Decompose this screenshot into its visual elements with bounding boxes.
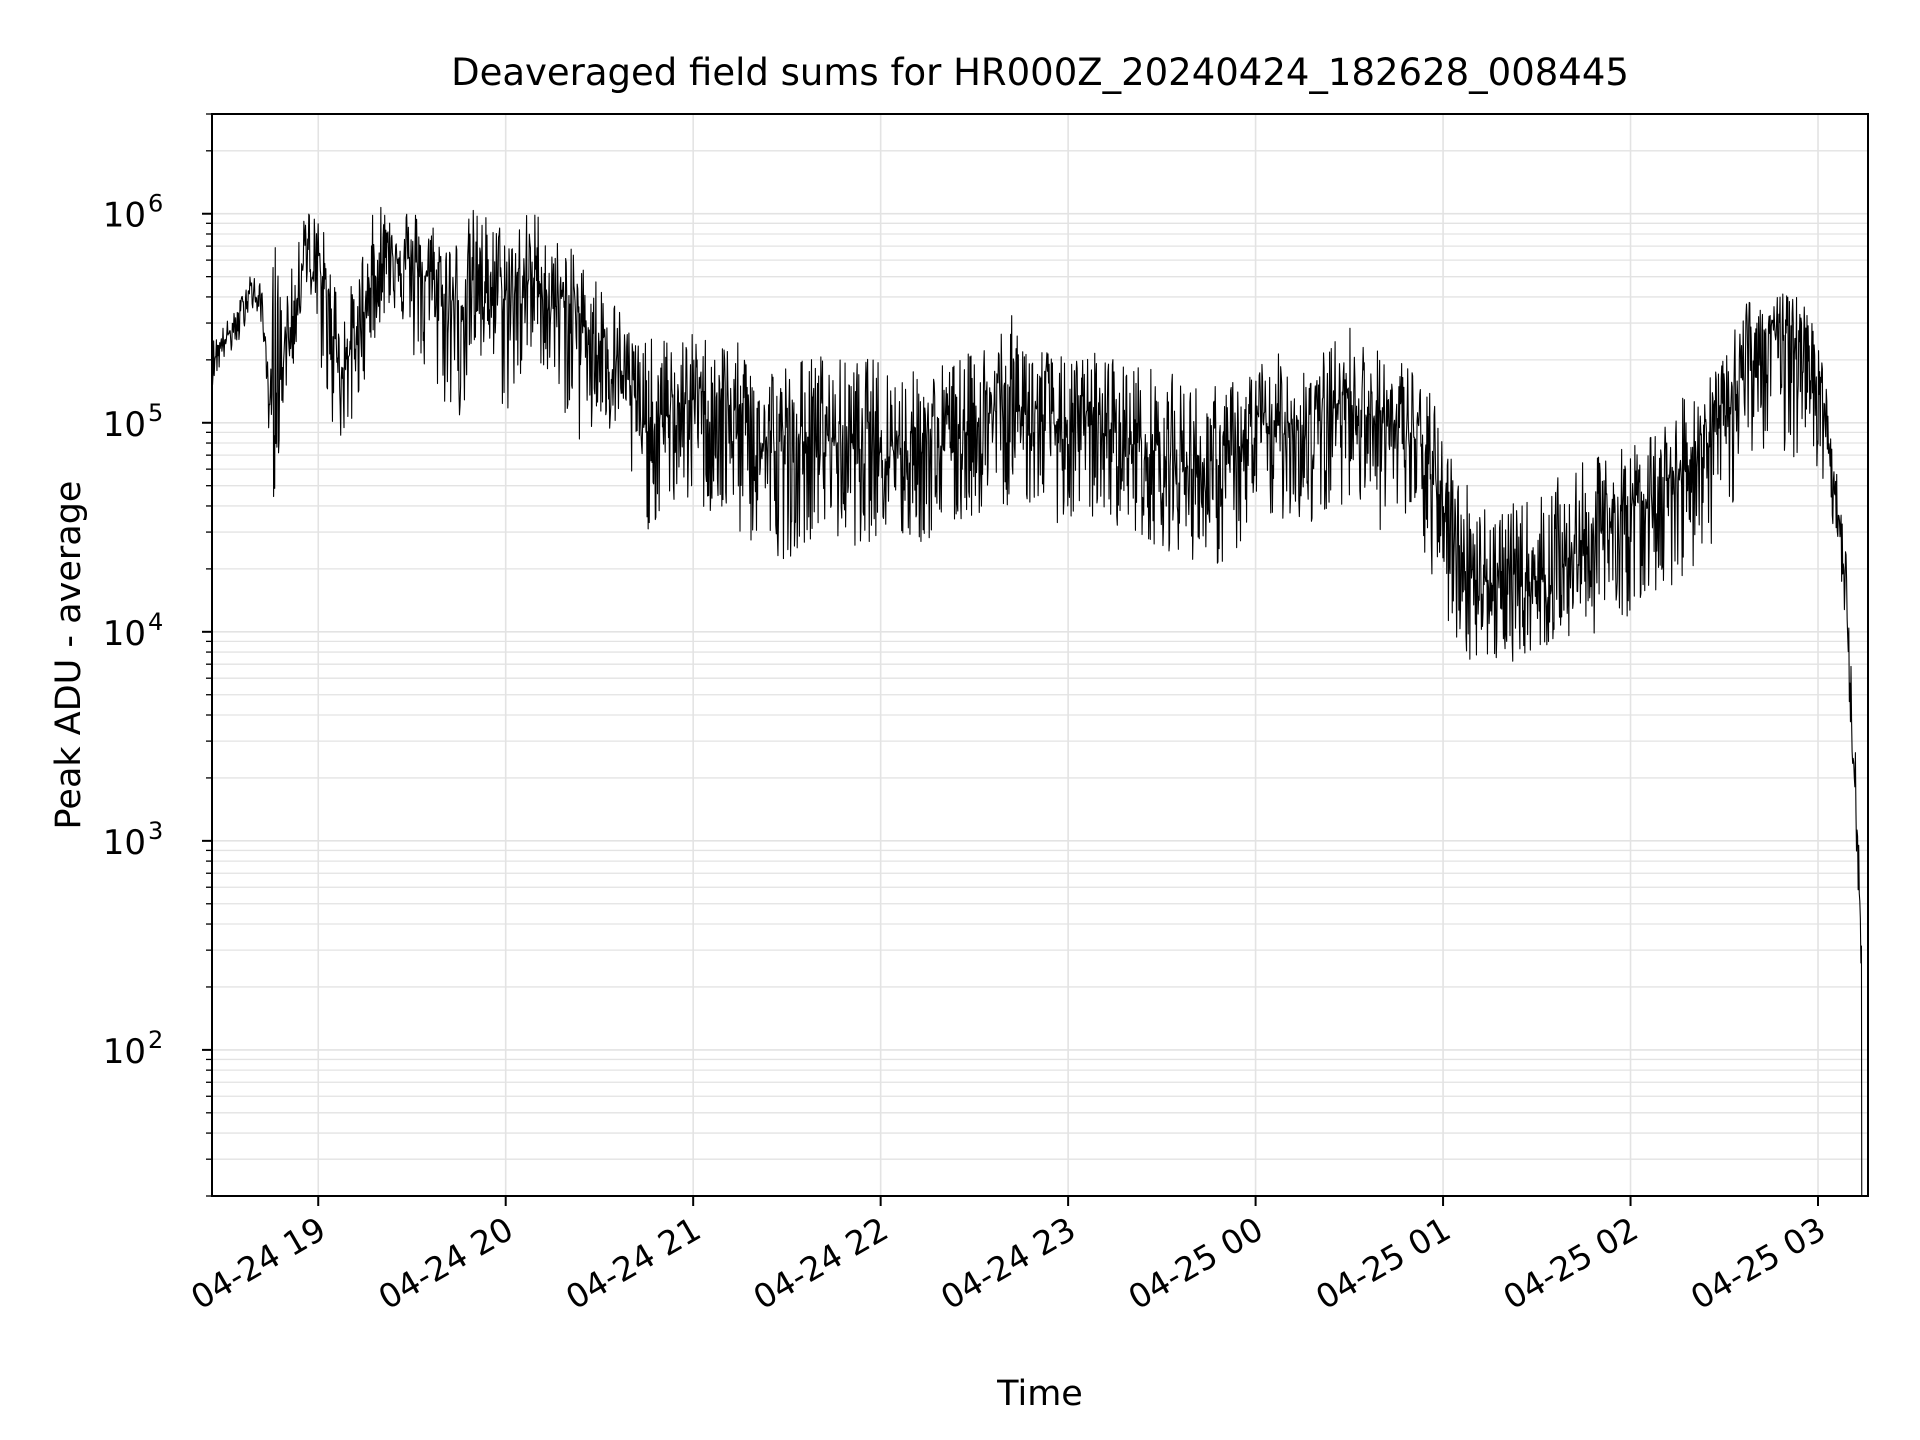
y-tick-label: 10 — [103, 1032, 146, 1072]
x-axis-label: Time — [996, 1374, 1083, 1414]
grid-lines — [212, 113, 1868, 1197]
y-tick-label: 10 — [103, 614, 146, 654]
y-axis-label: Peak ADU - average — [49, 481, 89, 830]
series-line — [211, 206, 1863, 1197]
y-tick-label: 10 — [103, 823, 146, 863]
y-tick-label: 10 — [103, 405, 146, 445]
series-layer — [211, 206, 1863, 1197]
y-tick-exponent: 3 — [148, 817, 163, 845]
y-tick-exponent: 6 — [148, 190, 163, 218]
chart-title: Deaveraged field sums for HR000Z_2024042… — [451, 51, 1629, 94]
plot-frame — [211, 113, 1869, 1197]
y-tick-exponent: 4 — [148, 608, 163, 636]
y-tick-exponent: 2 — [148, 1026, 163, 1054]
y-tick-exponent: 5 — [148, 399, 163, 427]
y-tick-label: 10 — [103, 196, 146, 236]
